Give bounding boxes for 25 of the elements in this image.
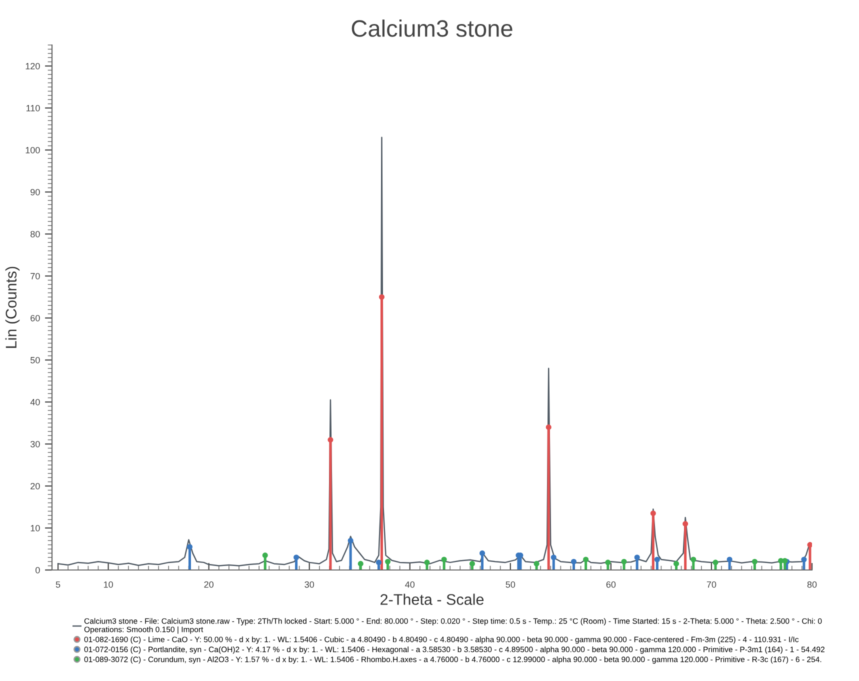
- y-tick-label: 40: [30, 398, 40, 406]
- y-tick-label: 120: [26, 62, 40, 70]
- y-tick-label: 20: [30, 482, 40, 490]
- y-tick-label: 10: [30, 524, 40, 532]
- y-tick-label: 110: [26, 104, 40, 112]
- x-tick-label: 70: [706, 581, 716, 588]
- chart-title: Calcium3 stone: [352, 20, 512, 37]
- x-tick-label: 5: [56, 581, 60, 588]
- x-tick-label: 80: [807, 581, 817, 588]
- x-tick-label: 30: [304, 581, 314, 588]
- x-tick-label: 20: [204, 581, 214, 588]
- y-tick-label: 0: [36, 566, 40, 574]
- y-tick-label: 30: [30, 440, 40, 448]
- y-tick-label: 70: [30, 272, 40, 280]
- x-tick-label: 40: [405, 581, 415, 588]
- x-tick-label: 50: [506, 581, 516, 588]
- y-tick-label: 50: [30, 356, 40, 364]
- y-tick-label: 80: [30, 230, 40, 238]
- y-tick-label: 60: [30, 314, 40, 322]
- y-axis-title: Lin (Counts): [5, 266, 20, 348]
- y-tick-label: 100: [26, 146, 40, 154]
- y-tick-label: 90: [30, 188, 40, 196]
- x-tick-label: 10: [104, 581, 113, 588]
- x-tick-label: 60: [606, 581, 616, 588]
- x-axis-title: 2-Theta - Scale: [380, 594, 484, 605]
